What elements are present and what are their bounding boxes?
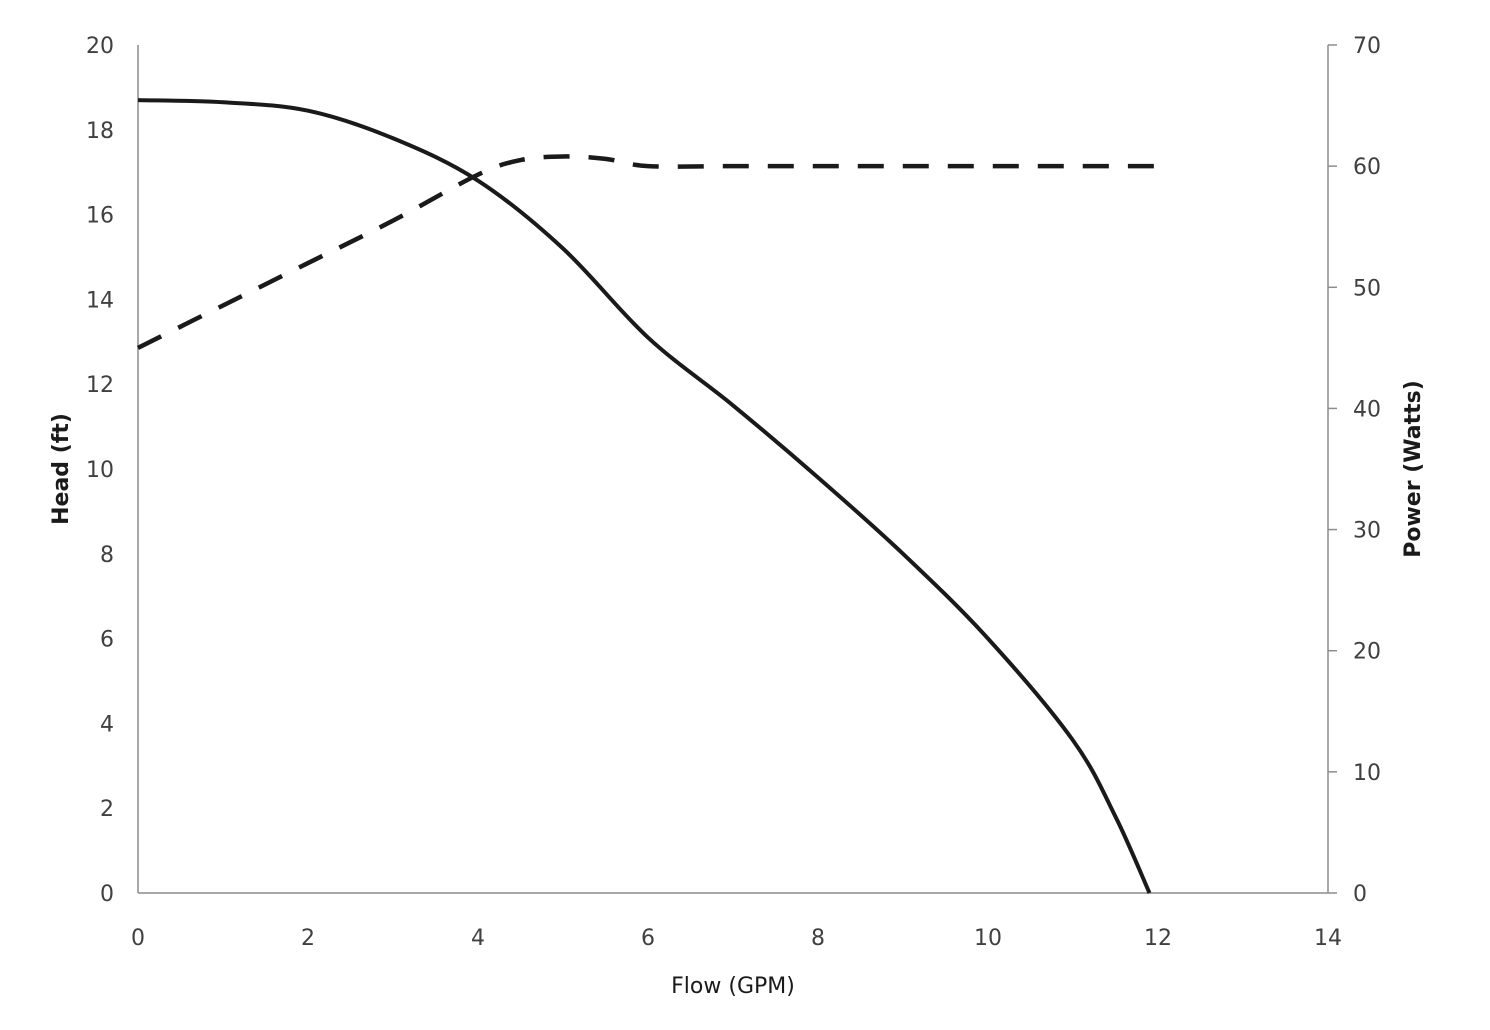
x-axis-title: Flow (GPM) <box>671 974 795 999</box>
y2-tick-label: 10 <box>1353 761 1381 786</box>
x-tick-label: 4 <box>471 926 485 951</box>
y-tick-label: 0 <box>100 882 114 907</box>
y2-tick-label: 40 <box>1353 397 1381 422</box>
y-tick-label: 2 <box>100 797 114 822</box>
y-tick-label: 8 <box>100 543 114 568</box>
x-tick-label: 10 <box>974 926 1002 951</box>
y2-tick-label: 60 <box>1353 155 1381 180</box>
y-axis-title: Head (ft) <box>49 413 74 525</box>
x-tick-label: 12 <box>1144 926 1172 951</box>
y2-tick-label: 20 <box>1353 640 1381 665</box>
y-tick-label: 20 <box>86 34 114 59</box>
y2-tick-label: 0 <box>1353 882 1367 907</box>
y2-tick-label: 50 <box>1353 276 1381 301</box>
y-tick-label: 4 <box>100 712 114 737</box>
head-series-line <box>137 98 1152 894</box>
y-tick-label: 6 <box>100 628 114 653</box>
y-tick-label: 10 <box>86 458 114 483</box>
y2-axis-title: Power (Watts) <box>1401 380 1426 558</box>
x-tick-label: 14 <box>1314 926 1342 951</box>
series-layer <box>136 98 1158 894</box>
y-tick-label: 16 <box>86 204 114 229</box>
axes-layer: 0 2 4 6 8 10 12 14 16 18 20 0 10 20 30 40 50 60 70 0 2 4 6 8 10 1… <box>86 34 1381 951</box>
power-series-line <box>136 154 1158 350</box>
x-tick-label: 0 <box>131 926 145 951</box>
labels-layer: Flow (GPM) Head (ft) Power (Watts) <box>49 380 1426 999</box>
y2-tick-label: 30 <box>1353 519 1381 544</box>
x-tick-label: 6 <box>641 926 655 951</box>
y2-tick-label: 70 <box>1353 34 1381 59</box>
y-tick-label: 14 <box>86 288 114 313</box>
y-tick-label: 12 <box>86 373 114 398</box>
x-tick-label: 2 <box>301 926 315 951</box>
x-tick-label: 8 <box>811 926 825 951</box>
y-tick-label: 18 <box>86 119 114 144</box>
